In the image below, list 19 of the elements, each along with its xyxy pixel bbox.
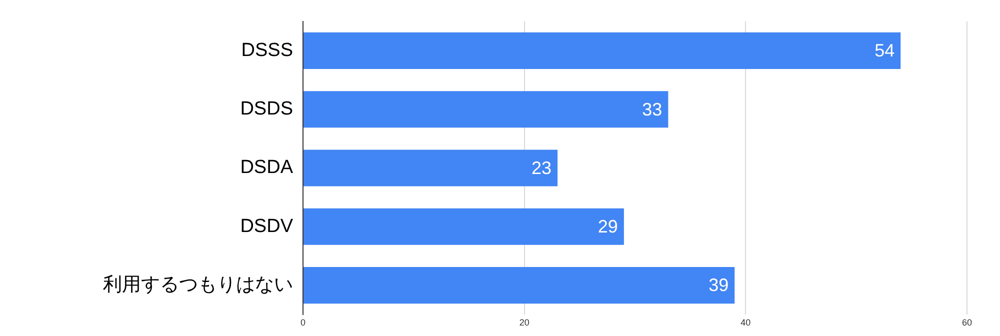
bar <box>304 266 735 304</box>
bar <box>304 150 558 186</box>
bar <box>304 208 624 245</box>
data-label: 23 <box>532 158 552 178</box>
y-tick-label: 利用するつもりはない <box>103 274 293 296</box>
y-tick-label: DSSS <box>241 40 293 61</box>
x-tick-label: 20 <box>519 317 530 328</box>
y-tick-label: DSDS <box>240 98 293 120</box>
x-tick-label: 40 <box>740 317 751 328</box>
data-label: 54 <box>874 40 895 61</box>
y-tick-label: DSDV <box>240 216 294 237</box>
x-tick-label: 0 <box>300 317 306 328</box>
data-label: 39 <box>708 275 729 296</box>
data-label: 33 <box>642 99 662 120</box>
data-label: 29 <box>598 216 618 237</box>
x-tick-label: 60 <box>962 317 972 328</box>
bar <box>304 91 668 128</box>
y-tick-label: DSDA <box>240 157 294 178</box>
bar <box>304 32 901 70</box>
